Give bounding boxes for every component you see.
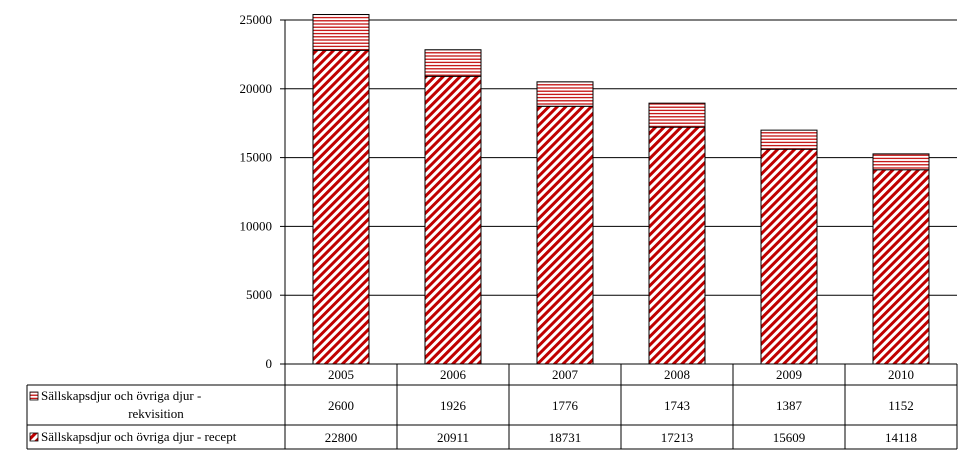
category-label: 2007 xyxy=(552,367,579,382)
table-cell-value: 20911 xyxy=(437,430,469,445)
bar-recept-2005 xyxy=(312,49,370,365)
y-tick-label: 25000 xyxy=(240,12,273,27)
bar-rekvisition-2010 xyxy=(872,153,930,171)
legend-key xyxy=(29,391,39,401)
bars xyxy=(312,13,930,365)
legend-label: Sällskapsdjur och övriga djur - xyxy=(41,388,201,403)
table-cell-value: 18731 xyxy=(549,430,582,445)
table-cell-value: 1152 xyxy=(888,398,914,413)
table-cell-value: 14118 xyxy=(885,430,917,445)
legend-label: Sällskapsdjur och övriga djur - recept xyxy=(41,429,237,444)
table-cell-value: 1776 xyxy=(552,398,579,413)
y-tick-label: 5000 xyxy=(246,287,272,302)
data-table: 2005 2006 2007 2008 2009 2010 Sällskapsdjur oc… xyxy=(26,363,958,450)
table-cell-value: 15609 xyxy=(773,430,806,445)
bar-recept-2006 xyxy=(424,75,482,365)
table-cell-value: 2600 xyxy=(328,398,354,413)
legend-label: rekvisition xyxy=(128,406,184,421)
bar-rekvisition-2006 xyxy=(424,49,482,77)
bar-recept-2009 xyxy=(760,148,818,365)
table-cell-value: 17213 xyxy=(661,430,694,445)
bar-rekvisition-2009 xyxy=(760,129,818,150)
table-cell-value: 1743 xyxy=(664,398,690,413)
table-cell-value: 22800 xyxy=(325,430,358,445)
category-label: 2008 xyxy=(664,367,690,382)
y-tick-label: 0 xyxy=(266,356,273,371)
category-label: 2006 xyxy=(440,367,467,382)
y-tick-label: 15000 xyxy=(240,150,273,165)
category-label: 2005 xyxy=(328,367,354,382)
y-tick-label: 10000 xyxy=(240,218,273,233)
table-cell-value: 1387 xyxy=(776,398,803,413)
bar-recept-2008 xyxy=(648,126,706,365)
bar-rekvisition-2008 xyxy=(648,102,706,128)
category-label: 2009 xyxy=(776,367,802,382)
bar-recept-2007 xyxy=(536,105,594,365)
legend-key xyxy=(29,432,39,442)
y-axis: 0 5000 10000 15000 20000 25000 xyxy=(240,12,286,371)
bar-rekvisition-2005 xyxy=(312,13,370,51)
category-label: 2010 xyxy=(888,367,914,382)
y-tick-label: 20000 xyxy=(240,81,273,96)
bar-rekvisition-2007 xyxy=(536,81,594,107)
gridlines xyxy=(285,19,957,296)
bar-recept-2010 xyxy=(872,169,930,365)
table-cell-value: 1926 xyxy=(440,398,467,413)
